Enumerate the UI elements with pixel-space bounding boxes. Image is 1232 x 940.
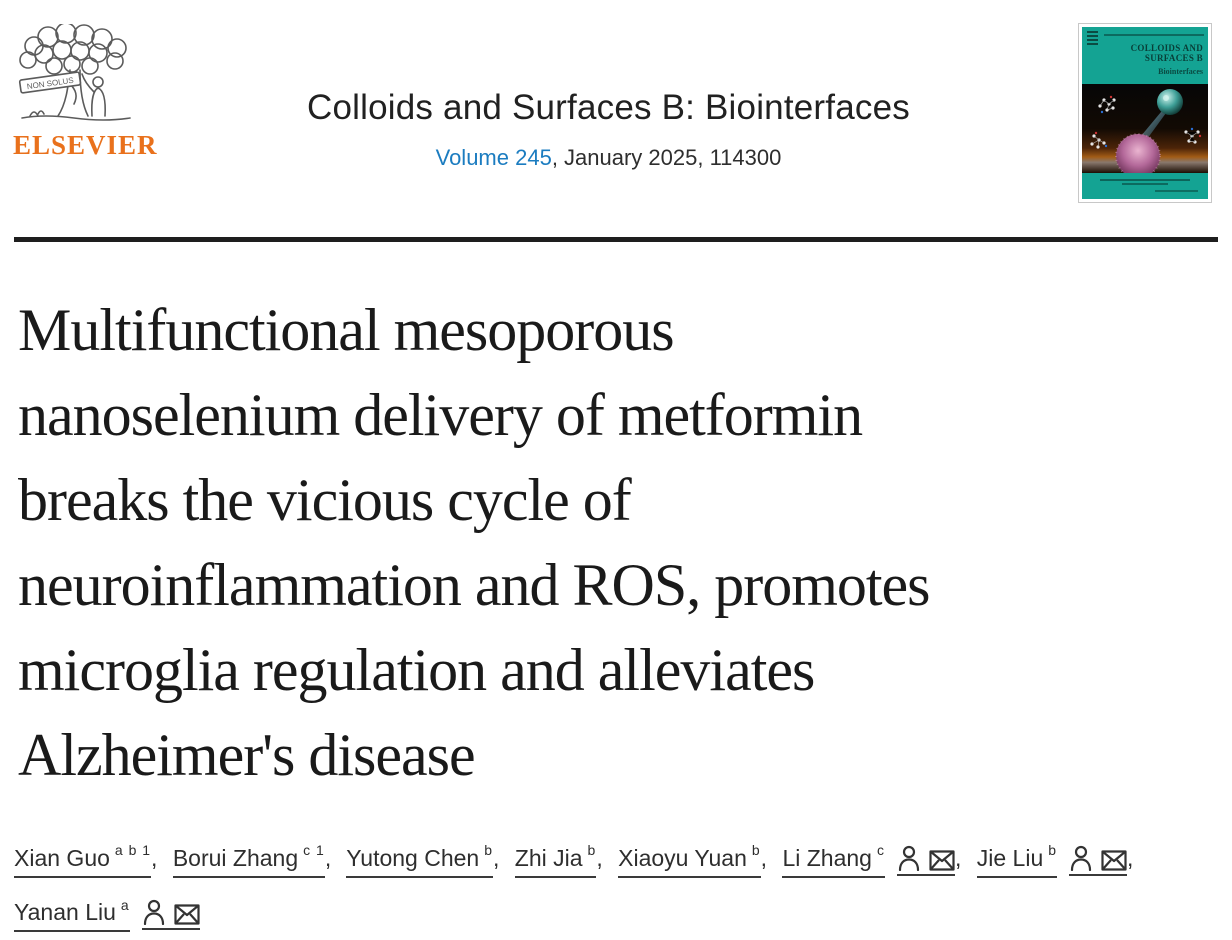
article-title-line: breaks the vicious cycle of — [18, 467, 632, 533]
author-link[interactable]: Xiaoyu Yuan b — [618, 842, 761, 878]
author-contact-icons[interactable] — [1069, 844, 1128, 876]
elsevier-logo[interactable]: NON SOLUS ELSEVIER — [13, 24, 158, 161]
journal-header: Colloids and Surfaces B: Biointerfaces V… — [150, 88, 1067, 171]
cover-footer-band — [1082, 173, 1208, 199]
email-icon[interactable] — [174, 904, 200, 925]
author-profile-icon[interactable] — [142, 899, 166, 926]
elsevier-tree-icon: NON SOLUS — [18, 24, 131, 121]
author-affiliation-superscript: a b 1 — [114, 842, 152, 858]
article-title-line: Multifunctional mesoporous — [18, 297, 675, 363]
author-affiliation-superscript: c — [876, 842, 885, 858]
author-affiliation-superscript: b — [587, 842, 597, 858]
author-list: Xian Guo a b 1, Borui Zhang c 1, Yutong Ch… — [14, 828, 1214, 937]
email-icon[interactable] — [1101, 850, 1127, 871]
author-profile-icon[interactable] — [1069, 845, 1093, 871]
article-title-line: microglia regulation and alleviates — [18, 637, 815, 703]
author-separator: , — [324, 844, 332, 871]
cover-title-line2: SURFACES B — [1144, 53, 1203, 63]
author-separator: , — [1127, 844, 1134, 871]
author-link[interactable]: Li Zhang c — [782, 842, 885, 878]
cover-scene-image — [1082, 84, 1208, 173]
author-affiliation-superscript: c 1 — [303, 842, 325, 858]
journal-title-link[interactable]: Colloids and Surfaces B: Biointerfaces — [307, 88, 910, 127]
author-name: Zhi Jia — [514, 844, 583, 871]
elsevier-wordmark: ELSEVIER — [13, 130, 158, 160]
author-link[interactable]: Xian Guo a b 1 — [14, 842, 152, 878]
author-contact-icons[interactable] — [141, 899, 200, 931]
cover-issue-microtext — [1104, 34, 1204, 36]
author-link[interactable]: Jie Liu b — [976, 842, 1058, 878]
volume-link[interactable]: Volume 245 — [435, 145, 552, 170]
author-separator: , — [151, 844, 158, 871]
author-name: Yanan Liu — [14, 899, 116, 926]
author-link[interactable]: Zhi Jia b — [514, 842, 597, 878]
issue-line: Volume 245, January 2025, 114300 — [150, 145, 1067, 171]
author-contact-icons[interactable] — [896, 844, 955, 876]
author-name: Xian Guo — [14, 844, 110, 871]
cover-title-line1: COLLOIDS AND — [1130, 43, 1203, 53]
author-profile-icon[interactable] — [897, 845, 921, 871]
author-name: Yutong Chen — [346, 844, 480, 871]
journal-cover-thumbnail[interactable]: COLLOIDS AND SURFACES B Biointerfaces — [1078, 23, 1212, 203]
author-link[interactable]: Yutong Chen b — [346, 842, 494, 878]
cover-mini-logo — [1087, 31, 1098, 45]
author-separator: , — [760, 844, 768, 871]
author-affiliation-superscript: a — [120, 896, 130, 913]
author-link[interactable]: Yanan Liu a — [14, 896, 130, 933]
email-icon[interactable] — [929, 850, 955, 871]
article-title-line: Alzheimer's disease — [18, 722, 476, 788]
article-title-line: nanoselenium delivery of metformin — [18, 382, 863, 448]
cover-header-band: COLLOIDS AND SURFACES B Biointerfaces — [1082, 27, 1208, 84]
issue-info: , January 2025, 114300 — [551, 145, 782, 170]
author-affiliation-superscript: b — [1048, 842, 1058, 858]
cover-subtitle: Biointerfaces — [1158, 67, 1203, 76]
author-name: Borui Zhang — [172, 844, 299, 871]
journal-cover-art: COLLOIDS AND SURFACES B Biointerfaces — [1082, 27, 1208, 199]
header-divider-rule — [14, 237, 1218, 242]
article-title: Multifunctional mesoporous nanoselenium … — [18, 288, 1202, 798]
author-name: Xiaoyu Yuan — [618, 844, 747, 871]
author-link[interactable]: Borui Zhang c 1 — [172, 842, 325, 878]
author-separator: , — [954, 844, 962, 871]
author-separator: , — [493, 844, 500, 871]
author-affiliation-superscript: b — [751, 842, 761, 858]
author-separator: , — [596, 844, 603, 871]
author-affiliation-superscript: b — [484, 842, 494, 858]
article-title-line: neuroinflammation and ROS, promotes — [18, 552, 931, 618]
author-name: Li Zhang — [782, 844, 872, 871]
author-name: Jie Liu — [976, 844, 1044, 871]
